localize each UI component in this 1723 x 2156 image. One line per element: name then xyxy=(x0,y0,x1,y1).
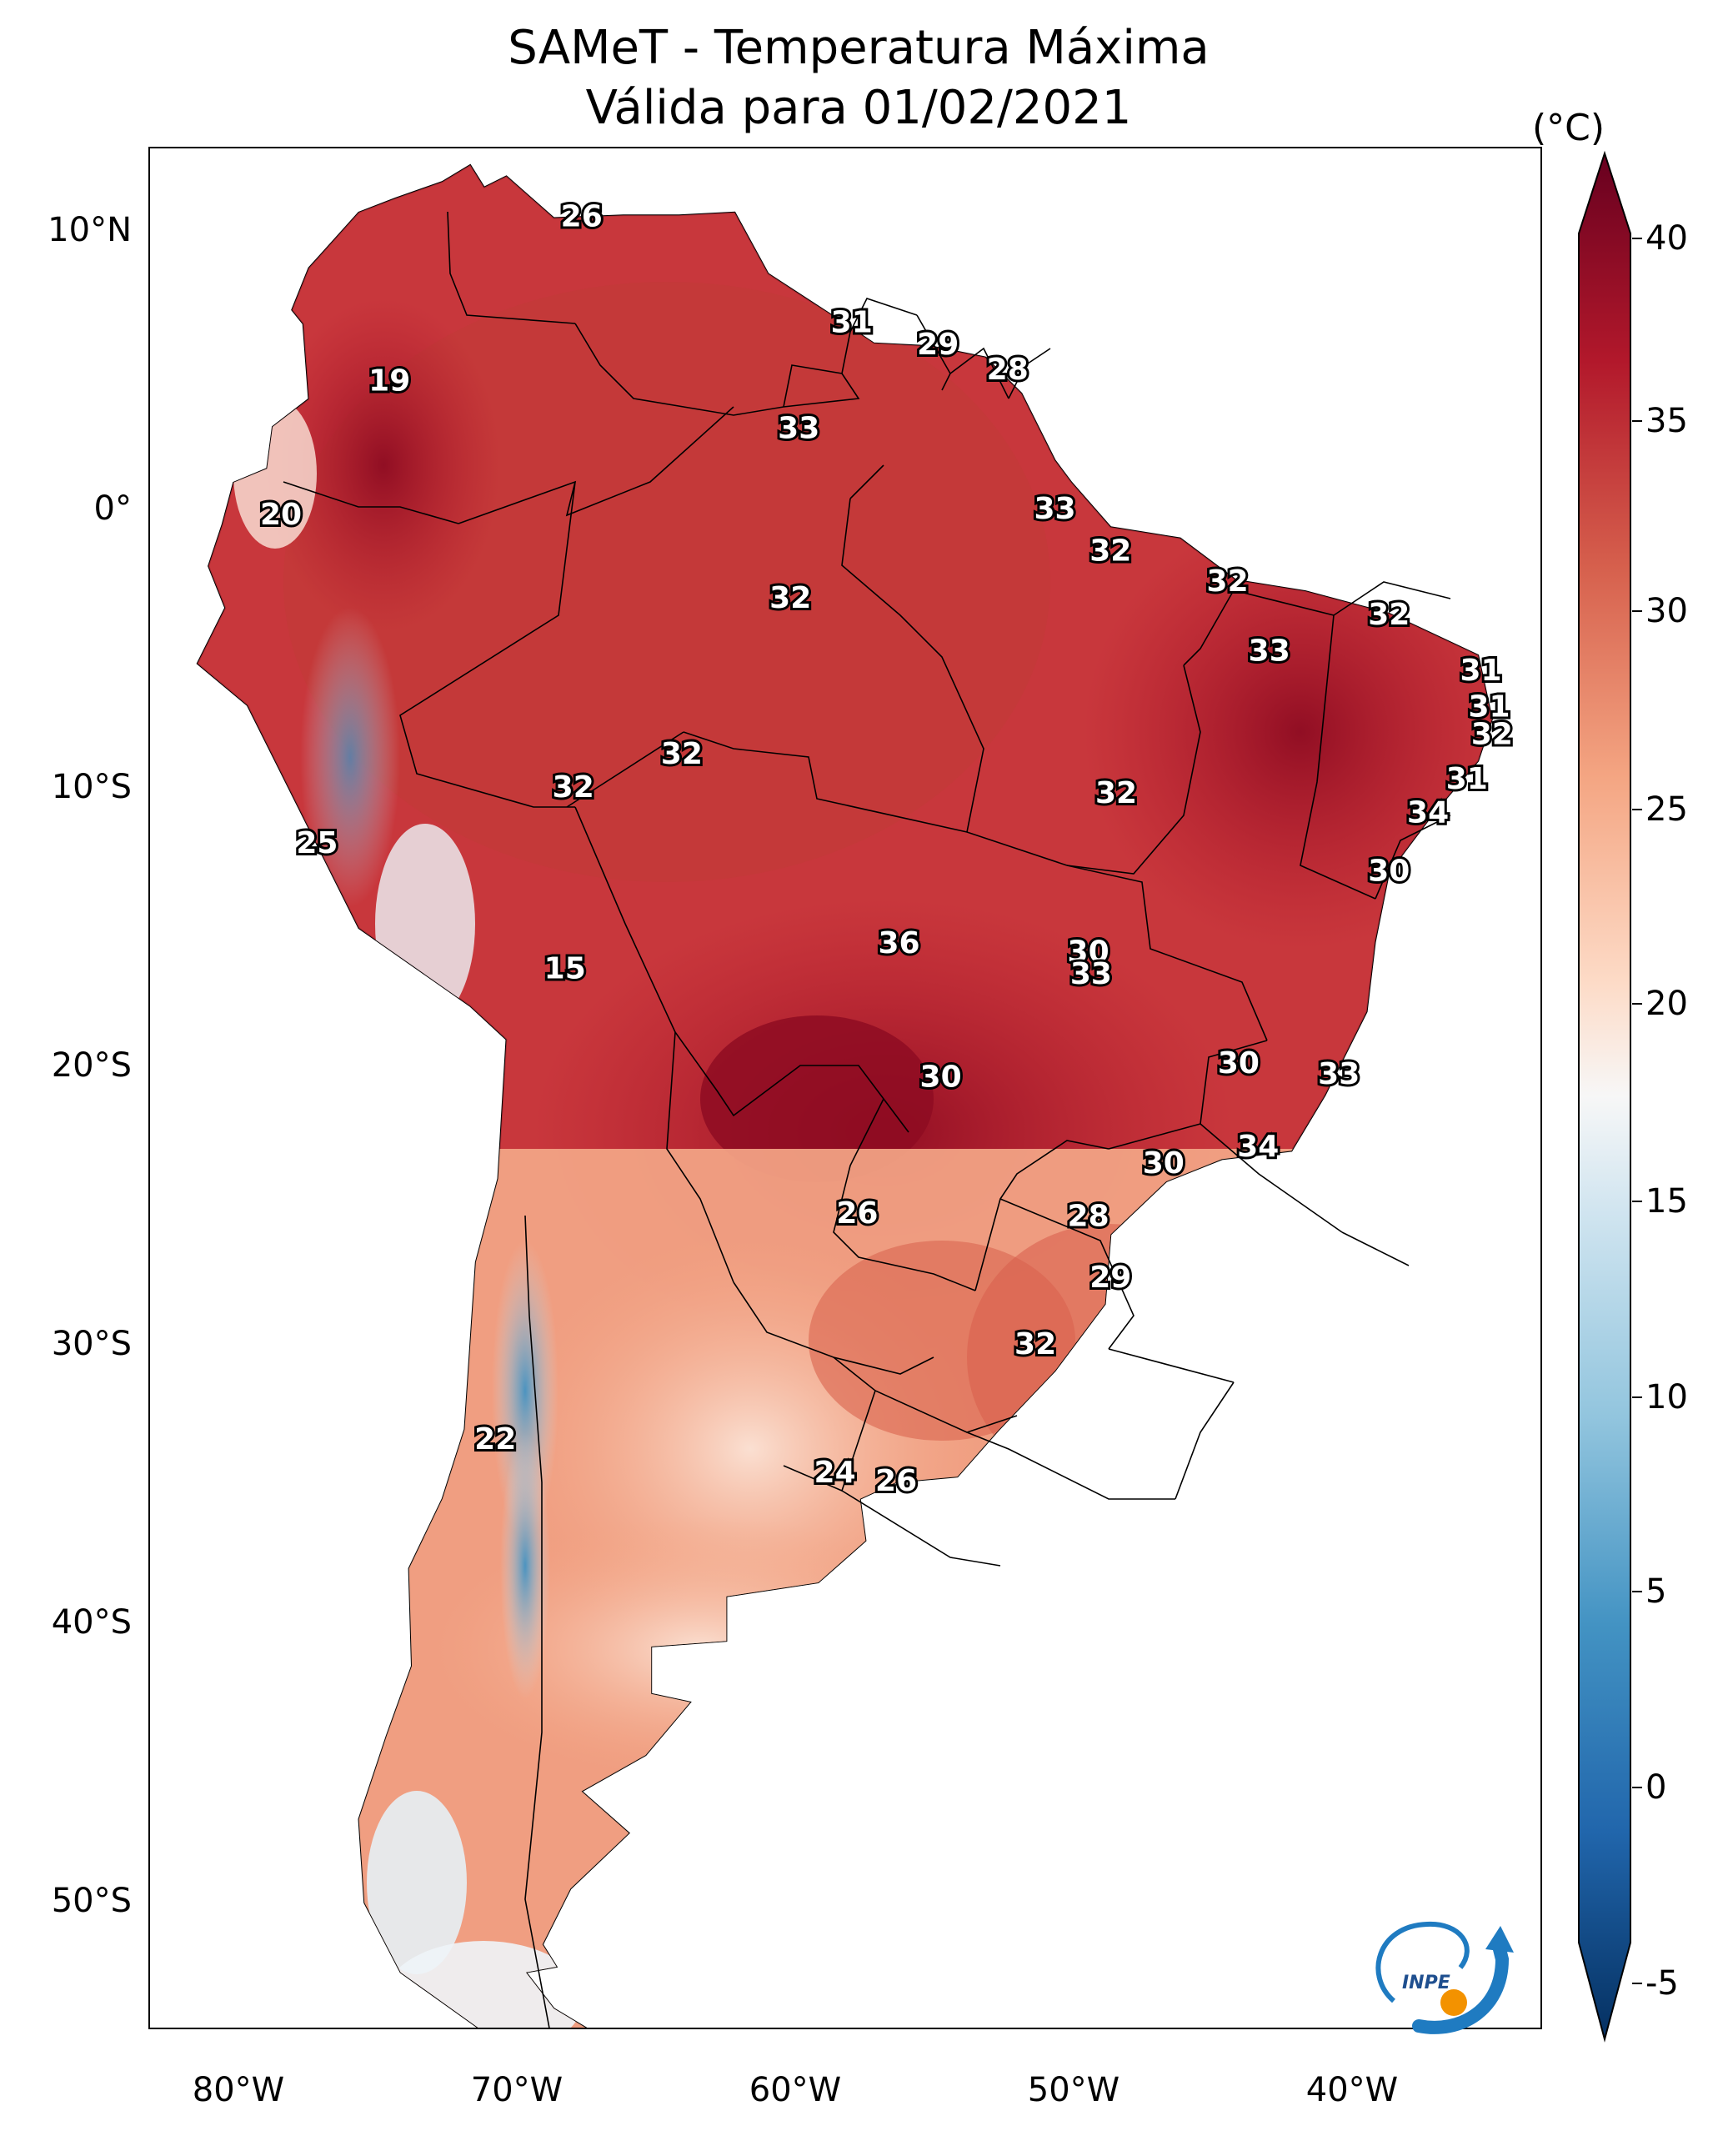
point-value-label: 32 xyxy=(1089,534,1131,568)
point-value-label: 33 xyxy=(1318,1057,1360,1091)
point-value-label: 28 xyxy=(1068,1200,1109,1234)
lat-label-10s: 10°S xyxy=(51,768,132,806)
lat-label-20s: 20°S xyxy=(51,1046,132,1085)
point-value-label: 30 xyxy=(1068,935,1109,969)
colorbar-label-30: 30 xyxy=(1645,592,1688,630)
point-value-label: 26 xyxy=(875,1464,917,1498)
point-value-label: 34 xyxy=(1407,795,1449,830)
point-value-label: 32 xyxy=(1095,776,1137,810)
lon-label-40w: 40°W xyxy=(1305,2071,1399,2109)
colorbar-tick xyxy=(1632,1983,1642,1984)
colorbar-label-15: 15 xyxy=(1645,1182,1688,1221)
colorbar-tick xyxy=(1632,1787,1642,1788)
point-value-label: 32 xyxy=(553,770,594,805)
lat-label-50s: 50°S xyxy=(51,1882,132,1920)
point-value-label: 32 xyxy=(1014,1327,1056,1361)
point-value-label: 15 xyxy=(544,951,586,985)
lon-label-60w: 60°W xyxy=(749,2071,842,2109)
point-value-label: 32 xyxy=(769,581,811,615)
colorbar-label-10: 10 xyxy=(1645,1378,1688,1416)
inpe-logo: INPE xyxy=(1375,1921,1514,2034)
point-value-label: 25 xyxy=(296,826,338,860)
point-value-label: 30 xyxy=(920,1060,962,1095)
point-value-label: 30 xyxy=(1368,854,1410,888)
lon-label-50w: 50°W xyxy=(1027,2071,1120,2109)
point-value-label: 30 xyxy=(1143,1146,1185,1181)
colorbar-tick xyxy=(1632,1396,1642,1398)
point-value-label: 24 xyxy=(814,1456,856,1490)
lat-label-30s: 30°S xyxy=(51,1325,132,1363)
point-value-label: 32 xyxy=(1207,564,1249,599)
colorbar-tick xyxy=(1632,1003,1642,1005)
map-title: SAMeT - Temperatura Máxima xyxy=(508,21,1210,75)
colorbar-label-0: 0 xyxy=(1645,1768,1667,1807)
colorbar-tick xyxy=(1632,809,1642,810)
map-subtitle: Válida para 01/02/2021 xyxy=(585,81,1132,135)
point-value-label: 36 xyxy=(878,926,919,960)
country-borders xyxy=(283,211,1451,2028)
point-value-label: 26 xyxy=(836,1196,878,1231)
point-value-label: 34 xyxy=(1237,1130,1279,1164)
point-value-label: 33 xyxy=(1249,634,1290,669)
point-value-label: 26 xyxy=(561,200,603,234)
colorbar-tick xyxy=(1632,1591,1642,1592)
colorbar-label-25: 25 xyxy=(1645,790,1688,829)
colorbar xyxy=(1578,150,1631,2043)
colorbar-tick xyxy=(1632,1201,1642,1202)
lon-label-70w: 70°W xyxy=(470,2071,563,2109)
point-value-label: 32 xyxy=(1368,598,1410,632)
point-value-label: 33 xyxy=(1034,492,1075,526)
colorbar-label-minus5: -5 xyxy=(1645,1964,1679,2003)
point-value-label: 33 xyxy=(1070,957,1112,991)
lat-label-40s: 40°S xyxy=(51,1603,132,1642)
colorbar-label-35: 35 xyxy=(1645,402,1688,440)
colorbar-tick xyxy=(1632,610,1642,612)
point-value-label: 31 xyxy=(1446,762,1488,796)
lon-label-80w: 80°W xyxy=(192,2071,285,2109)
colorbar-label-5: 5 xyxy=(1645,1572,1667,1611)
point-value-label: 22 xyxy=(474,1422,516,1457)
point-value-label: 30 xyxy=(1218,1046,1260,1081)
map-area[interactable]: 26 31 29 28 19 33 20 33 32 32 32 32 33 31 31 32 32 32 32 31… xyxy=(148,147,1542,2029)
point-value-label: 20 xyxy=(260,498,302,532)
point-value-label: 32 xyxy=(1471,718,1513,752)
point-value-label: 19 xyxy=(368,364,410,399)
point-value-label: 31 xyxy=(831,305,873,339)
point-value-label: 33 xyxy=(778,411,819,445)
point-value-label: 29 xyxy=(1089,1261,1131,1295)
point-value-label: 31 xyxy=(1468,689,1510,724)
colorbar-tick xyxy=(1632,420,1642,422)
lat-label-0: 0° xyxy=(93,489,132,528)
point-value-label: 32 xyxy=(661,737,703,771)
colorbar-label-40: 40 xyxy=(1645,219,1688,258)
point-value-label: 31 xyxy=(1460,654,1501,688)
colorbar-unit: (°C) xyxy=(1532,107,1605,149)
colorbar-label-20: 20 xyxy=(1645,985,1688,1023)
point-value-label: 28 xyxy=(987,353,1029,387)
lat-label-10n: 10°N xyxy=(48,211,132,249)
point-value-label: 29 xyxy=(917,328,959,362)
colorbar-tick xyxy=(1632,238,1642,239)
svg-text:INPE: INPE xyxy=(1402,1973,1450,1993)
